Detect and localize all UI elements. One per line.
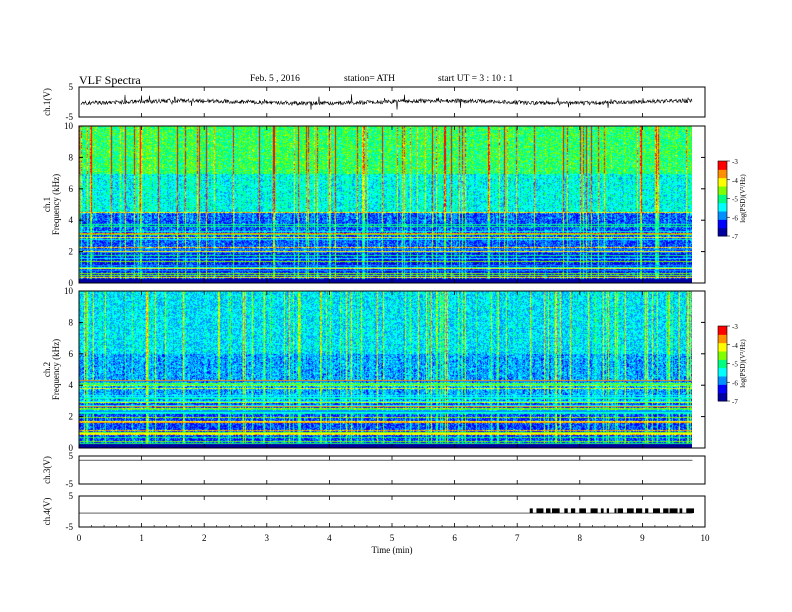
w4-pulse (551, 508, 560, 514)
w3-ytick-label: -5 (66, 479, 74, 489)
w4-pulse (686, 508, 695, 514)
s1-colorbar-tick-label: -3 (732, 158, 738, 166)
s2-ytick-label: 6 (69, 349, 74, 359)
xaxis-tick-label: 2 (202, 533, 207, 543)
w4-pulse (663, 508, 669, 514)
w4-ylabel: ch.4(V) (42, 498, 52, 526)
xaxis-label: Time (min) (372, 545, 413, 555)
s2-colorbar-segment (718, 342, 727, 352)
s2-colorbar-tick-label: -7 (732, 398, 738, 406)
w4-pulse (626, 508, 634, 514)
w1-ylabel: ch.1(V) (42, 88, 52, 116)
s2-ytick-label: 10 (64, 286, 74, 296)
s2-colorbar-segment (718, 326, 727, 335)
s2-colorbar-segment (718, 367, 727, 377)
xaxis-tick-label: 9 (640, 533, 645, 543)
s1-colorbar-tick-label: -5 (732, 196, 738, 204)
start-time-label: start UT = 3 : 10 : 1 (438, 74, 514, 84)
w1-signal-line (80, 94, 693, 110)
station-label: station= ATH (344, 74, 396, 84)
s1-colorbar-segment (718, 186, 727, 195)
w4-pulse (669, 508, 678, 514)
w4-pulse (635, 508, 643, 514)
s1-colorbar-segment (718, 169, 727, 179)
w4-pulse (679, 508, 683, 514)
s1-colorbar-segment (718, 161, 727, 170)
s2-ytick-label: 0 (69, 443, 74, 453)
s2-ytick-label: 8 (69, 317, 74, 327)
s1-colorbar-segment (718, 211, 727, 220)
w1-ytick-label: -5 (66, 112, 74, 122)
w4-pulse (652, 508, 660, 514)
xaxis-tick-label: 10 (701, 533, 711, 543)
xaxis-tick-label: 1 (139, 533, 144, 543)
w4-ytick-label: -5 (66, 522, 74, 532)
w4-pulse (546, 508, 551, 514)
s1-ytick-label: 0 (69, 278, 74, 288)
w4-pulse (579, 508, 586, 514)
s2-colorbar-segment (718, 351, 727, 360)
s1-colorbar-segment (718, 219, 727, 229)
s2-colorbar-segment (718, 376, 727, 385)
s1-colorbar-tick-label: -4 (732, 177, 738, 185)
xaxis-tick-label: 7 (515, 533, 520, 543)
w4-pulse (645, 508, 649, 514)
s2-ytick-label: 4 (69, 380, 74, 390)
s2-colorbar-segment (718, 359, 727, 369)
w4-pulse (606, 508, 610, 514)
s1-colorbar-label: log(PSD)(V²/Hz) (739, 174, 747, 223)
w4-pulse (614, 508, 617, 514)
s1-colorbar (718, 161, 727, 237)
s1-ytick-label: 8 (69, 152, 74, 162)
s1-colorbar-segment (718, 177, 727, 187)
w4-pulse (564, 508, 568, 514)
xaxis-tick-label: 0 (77, 533, 82, 543)
xaxis-tick-label: 6 (452, 533, 457, 543)
s1-ytick-label: 10 (64, 121, 74, 131)
xaxis-tick-label: 8 (578, 533, 583, 543)
w4-pulse (600, 508, 604, 514)
s1-ylabel-channel: ch.1 (42, 197, 52, 212)
w4-ytick-label: 5 (69, 491, 74, 501)
s2-colorbar (718, 326, 727, 402)
s2-heatmap-image (79, 291, 692, 448)
s2-colorbar-segment (718, 392, 727, 402)
w1-frame (78, 86, 706, 118)
s2-ylabel-frequency: Frequency (kHz) (51, 339, 61, 400)
xaxis-tick-label: 3 (265, 533, 270, 543)
w1-ytick-label: 5 (69, 82, 74, 92)
s2-colorbar-tick-label: -5 (732, 361, 738, 369)
s1-ylabel-frequency: Frequency (kHz) (51, 174, 61, 235)
s2-colorbar-segment (718, 334, 727, 344)
w3-ytick-label: 5 (69, 451, 74, 461)
s1-ytick-label: 2 (69, 247, 74, 257)
s2-colorbar-segment (718, 384, 727, 394)
s1-colorbar-tick-label: -7 (732, 233, 738, 241)
s2-colorbar-label: log(PSD)(V²/Hz) (739, 339, 747, 388)
s1-colorbar-segment (718, 227, 727, 237)
xaxis-tick-label: 4 (327, 533, 332, 543)
s2-colorbar-tick-label: -6 (732, 379, 738, 387)
s2-ytick-label: 2 (69, 412, 74, 422)
s2-colorbar-tick-label: -3 (732, 323, 738, 331)
s1-colorbar-tick-label: -6 (732, 214, 738, 222)
s1-colorbar-segment (718, 202, 727, 212)
w4-pulse (617, 508, 624, 514)
w4-pulse (536, 508, 544, 514)
w4-pulse (570, 508, 576, 514)
w4-pulse (529, 508, 533, 514)
s1-ytick-label: 4 (69, 215, 74, 225)
s1-heatmap-image (79, 126, 692, 283)
s1-colorbar-segment (718, 194, 727, 204)
date-label: Feb. 5 , 2016 (250, 74, 300, 84)
chart-title: VLF Spectra (79, 73, 141, 87)
w4-frame (78, 495, 706, 528)
s2-colorbar-tick-label: -4 (732, 342, 738, 350)
s1-ytick-label: 6 (69, 184, 74, 194)
w3-ylabel: ch.3(V) (42, 456, 52, 484)
xaxis-tick-label: 5 (390, 533, 395, 543)
s2-ylabel-channel: ch.2 (42, 362, 52, 377)
w4-pulse (590, 508, 598, 514)
